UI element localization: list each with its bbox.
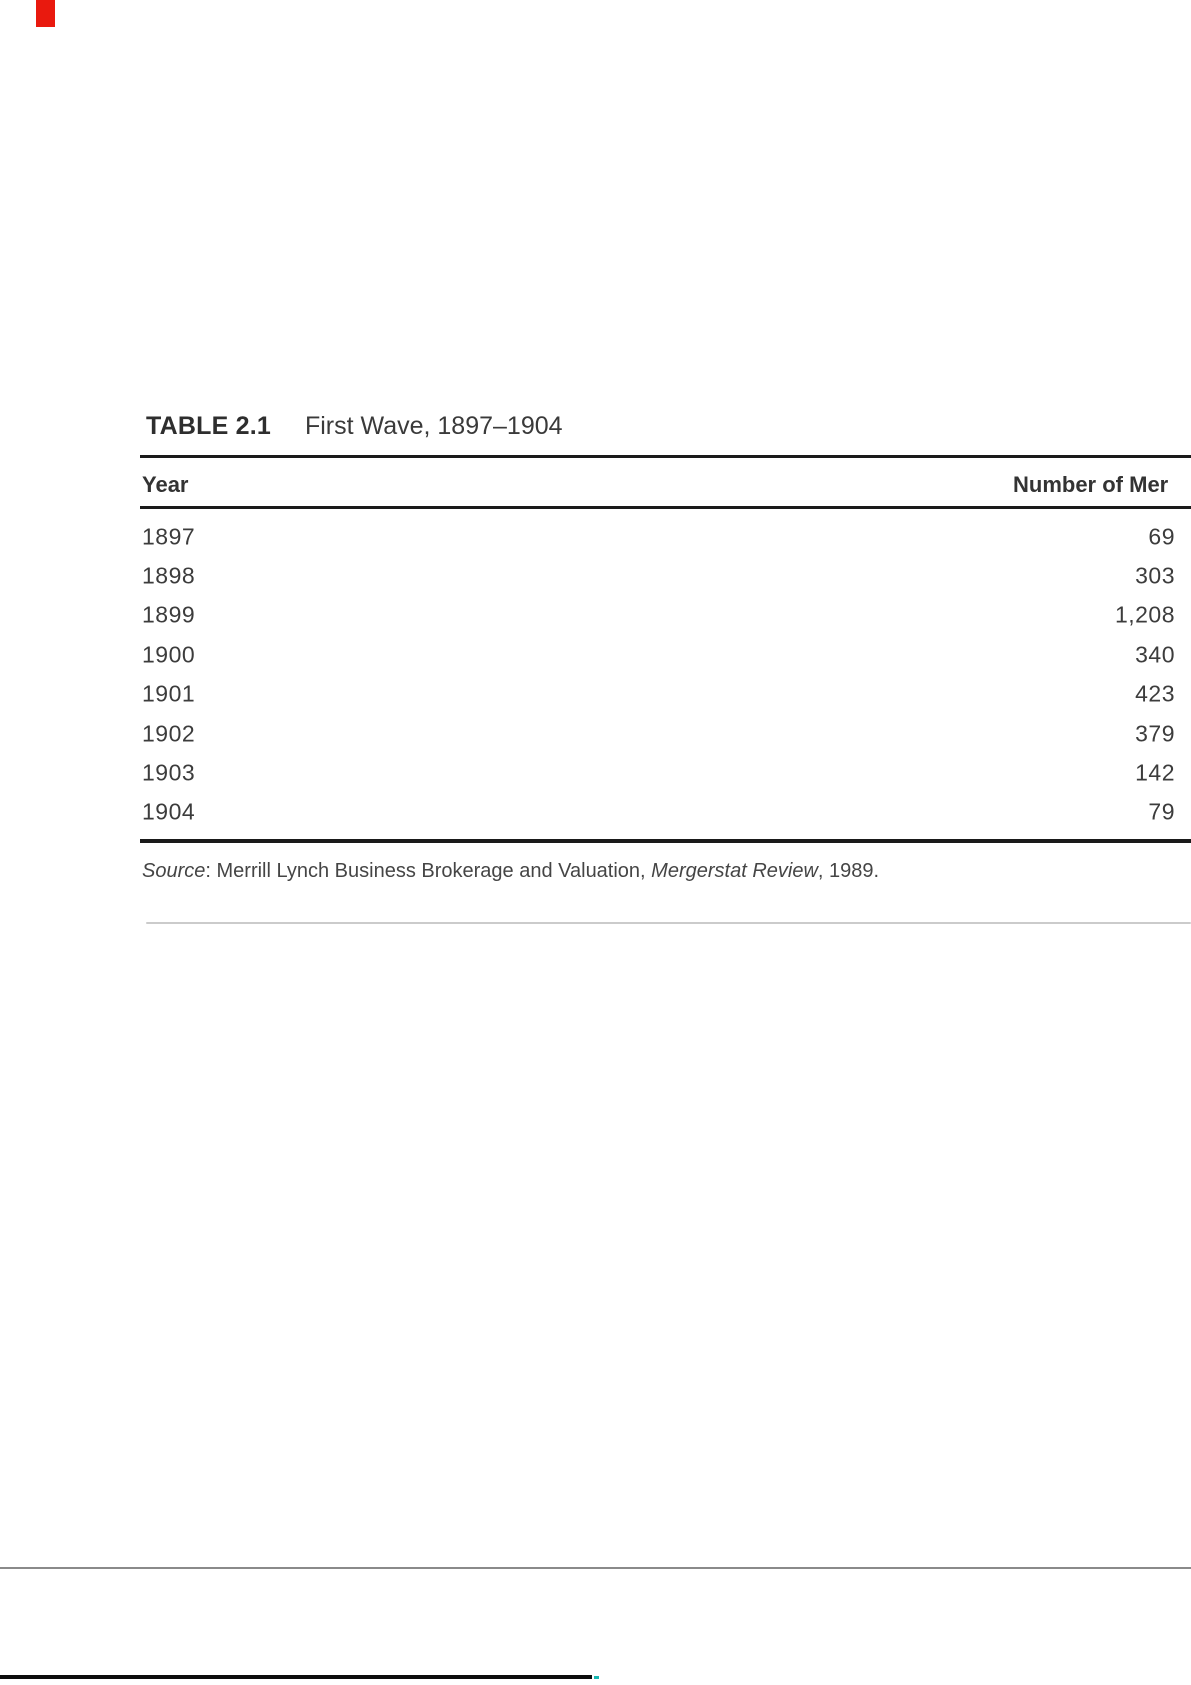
source-suffix: , 1989. (817, 860, 880, 882)
value-cell: 69 (1148, 523, 1175, 550)
table-label: TABLE 2.1 (146, 412, 271, 440)
value-cell: 142 (1135, 759, 1175, 786)
value-cell: 79 (1148, 798, 1175, 825)
value-cell: 379 (1135, 720, 1175, 747)
year-cell: 1897 (142, 523, 196, 550)
source-separator: : (205, 860, 217, 882)
table-row: 1899 1,208 (0, 596, 1191, 635)
table-body: 1897 69 1898 303 1899 1,208 1900 340 190… (0, 517, 1191, 832)
table-row: 1897 69 (0, 517, 1191, 556)
teal-dot-artifact (594, 1676, 599, 1679)
year-cell: 1902 (142, 720, 196, 747)
value-cell: 303 (1135, 562, 1175, 589)
page-divider-line (0, 1567, 1191, 1569)
table-caption: TABLE 2.1 First Wave, 1897–1904 (146, 411, 563, 441)
value-cell: 340 (1135, 641, 1175, 668)
column-header-year: Year (142, 472, 189, 497)
table-bottom-rule (140, 839, 1191, 843)
table-header-rule (140, 506, 1191, 509)
table-title: First Wave, 1897–1904 (304, 412, 563, 440)
source-label: Source (142, 860, 206, 882)
table-row: 1898 303 (0, 556, 1191, 595)
value-cell: 1,208 (1114, 601, 1175, 628)
value-cell: 423 (1135, 680, 1175, 707)
table-row: 1902 379 (0, 714, 1191, 753)
table-row: 1904 79 (0, 793, 1191, 832)
footer-rule (0, 1675, 592, 1679)
source-publication: Mergerstat Review (651, 860, 818, 882)
table-row: 1900 340 (0, 635, 1191, 674)
table-row: 1903 142 (0, 753, 1191, 792)
year-cell: 1900 (142, 641, 196, 668)
table-top-rule (140, 455, 1191, 458)
source-note: Source: Merrill Lynch Business Brokerage… (142, 858, 879, 884)
year-cell: 1904 (142, 798, 196, 825)
source-text: Merrill Lynch Business Brokerage and Val… (216, 860, 652, 882)
year-cell: 1903 (142, 759, 196, 786)
year-cell: 1898 (142, 562, 196, 589)
source-divider-line (146, 922, 1191, 924)
year-cell: 1901 (142, 680, 196, 707)
table-row: 1901 423 (0, 675, 1191, 714)
red-mark-artifact (36, 0, 55, 27)
column-header-mergers: Number of Mer (1013, 472, 1169, 497)
year-cell: 1899 (142, 601, 196, 628)
